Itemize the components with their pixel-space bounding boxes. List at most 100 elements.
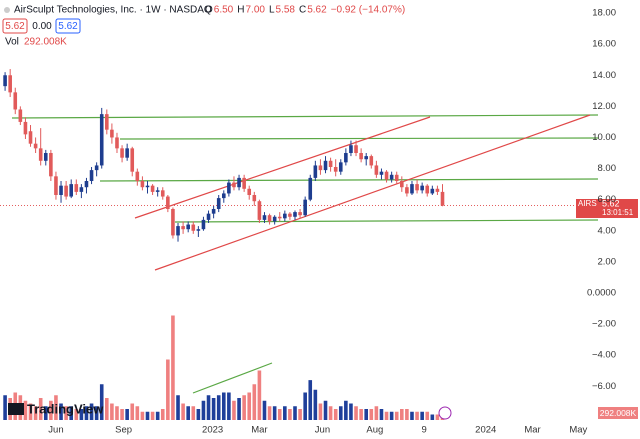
x-tick-label: Sep — [115, 425, 132, 436]
ohlc-value: 5.58 — [276, 5, 296, 16]
candle-body — [237, 177, 241, 188]
volume-bar — [298, 409, 302, 420]
volume-bar — [49, 400, 53, 420]
candle-body — [181, 226, 185, 230]
x-tick-label: Mar — [524, 425, 540, 436]
volume-bar — [125, 409, 129, 420]
volume-bar — [120, 409, 124, 420]
volume-bar — [262, 400, 267, 420]
candle-body — [13, 92, 18, 110]
candle-body — [415, 184, 419, 191]
volume-bar — [247, 392, 252, 420]
volume-bar — [267, 406, 272, 420]
volume-bar — [303, 392, 307, 420]
trend-line — [192, 362, 273, 394]
candle-body — [338, 162, 343, 172]
y-tick-label: 12.00 — [592, 101, 616, 112]
volume-bar — [115, 406, 119, 420]
candle-body — [120, 148, 124, 158]
bid: 5.62 — [5, 21, 25, 32]
candle-body — [135, 171, 140, 181]
ohlc-value: 5.62 — [307, 5, 327, 16]
volume-bar — [277, 409, 282, 420]
candle-body — [323, 160, 328, 171]
volume-bar — [211, 398, 216, 420]
candle-body — [318, 165, 323, 171]
volume-bar — [69, 406, 74, 420]
volume-bar — [3, 395, 7, 420]
candle-body — [94, 165, 99, 171]
x-tick-label: Mar — [251, 425, 267, 436]
volume-bar — [160, 409, 165, 420]
ohlc-key: H — [237, 5, 244, 16]
candle-body — [242, 177, 246, 189]
volume-bar — [216, 395, 221, 420]
volume-bar — [354, 406, 358, 420]
candle-body — [252, 194, 257, 202]
volume-bar — [54, 395, 58, 420]
logo-icon — [8, 403, 24, 415]
volume-tag — [598, 407, 638, 419]
candle-body — [272, 216, 277, 222]
price-symbol: AIRS — [578, 199, 597, 208]
y-tick-label: 8.00 — [598, 163, 617, 174]
candle-body — [145, 185, 150, 188]
volume-bar — [405, 409, 409, 420]
candle-body — [150, 185, 155, 192]
candle-body — [206, 213, 211, 220]
volume-bar — [206, 395, 211, 420]
x-tick-label: Aug — [366, 425, 383, 436]
bid-box — [2, 18, 28, 34]
volume-bar — [338, 406, 343, 420]
volume-bar — [28, 403, 33, 420]
volume-bar — [435, 414, 440, 420]
candle-body — [384, 171, 389, 180]
volume-bar — [196, 409, 201, 420]
candle-body — [420, 185, 424, 191]
volume-bar — [23, 400, 28, 420]
candle-body — [277, 216, 282, 219]
candle-body — [155, 190, 160, 192]
candle-body — [410, 184, 414, 194]
volume-bar — [415, 411, 419, 420]
candle-body — [308, 177, 313, 200]
candle-body — [303, 199, 307, 216]
candle-body — [400, 180, 404, 188]
volume-bar — [394, 411, 399, 420]
volume-bar — [359, 409, 363, 420]
volume-bar — [59, 403, 63, 420]
volume-bar — [135, 406, 140, 420]
volume-bar — [283, 406, 287, 420]
volume-bar — [257, 370, 262, 420]
volume-bar — [166, 359, 170, 420]
volume-bar — [364, 409, 369, 420]
volume-bar — [155, 411, 160, 420]
ohlc-value: 7.00 — [245, 5, 265, 16]
candle-body — [186, 224, 190, 230]
candle-body — [99, 114, 104, 166]
y-tick-label: 14.00 — [592, 70, 616, 81]
candle-body — [328, 160, 333, 168]
volume-bar — [344, 400, 348, 420]
candle-body — [344, 153, 348, 163]
ohlc-key: O — [205, 5, 213, 16]
volume-value: 292.008K — [24, 37, 67, 48]
candle-body — [33, 143, 38, 149]
y-tick-label: 10.00 — [592, 132, 616, 143]
volume-bar — [105, 398, 109, 420]
candle-body — [216, 198, 221, 209]
y-tick-label: 4.00 — [598, 225, 617, 236]
candle-body — [267, 215, 272, 222]
candle-body — [349, 145, 353, 154]
volume-bar — [430, 414, 435, 420]
price-value: 5.62 — [602, 198, 620, 208]
volume-bar — [420, 411, 424, 420]
volume-bar — [140, 411, 145, 420]
trend-line — [119, 137, 599, 140]
candle-body — [379, 171, 384, 175]
volume-key: Vol — [5, 37, 19, 48]
event-icon — [438, 406, 452, 420]
volume-bar — [89, 403, 94, 420]
candle-body — [425, 185, 430, 194]
